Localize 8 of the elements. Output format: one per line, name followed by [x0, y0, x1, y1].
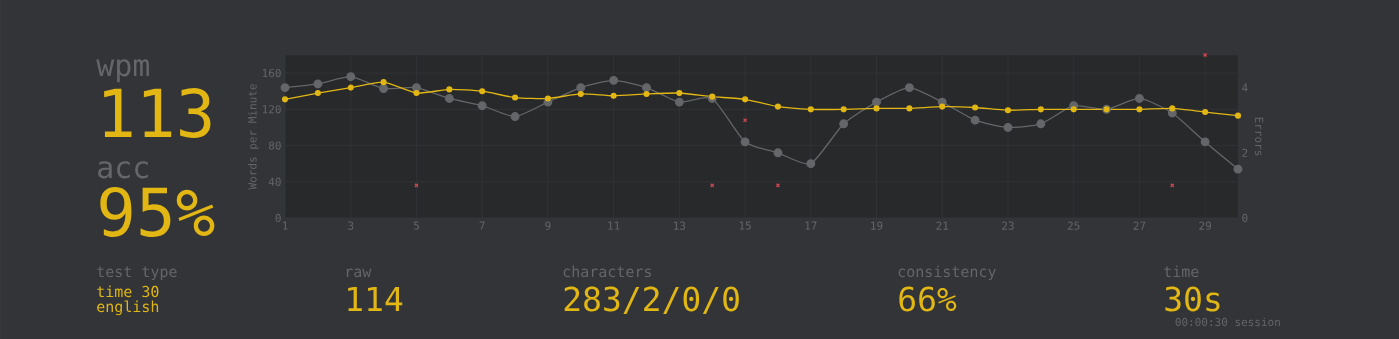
- text: time 30: [97, 285, 159, 298]
- text: english: [97, 300, 159, 316]
- text: 95%: [100, 187, 215, 237]
- text: 113: [104, 88, 211, 138]
- text: 66%: [899, 286, 957, 312]
- text: 30s: [1165, 286, 1220, 312]
- text: 114: [348, 286, 403, 311]
- text: 283/2/0/0: [564, 286, 739, 315]
